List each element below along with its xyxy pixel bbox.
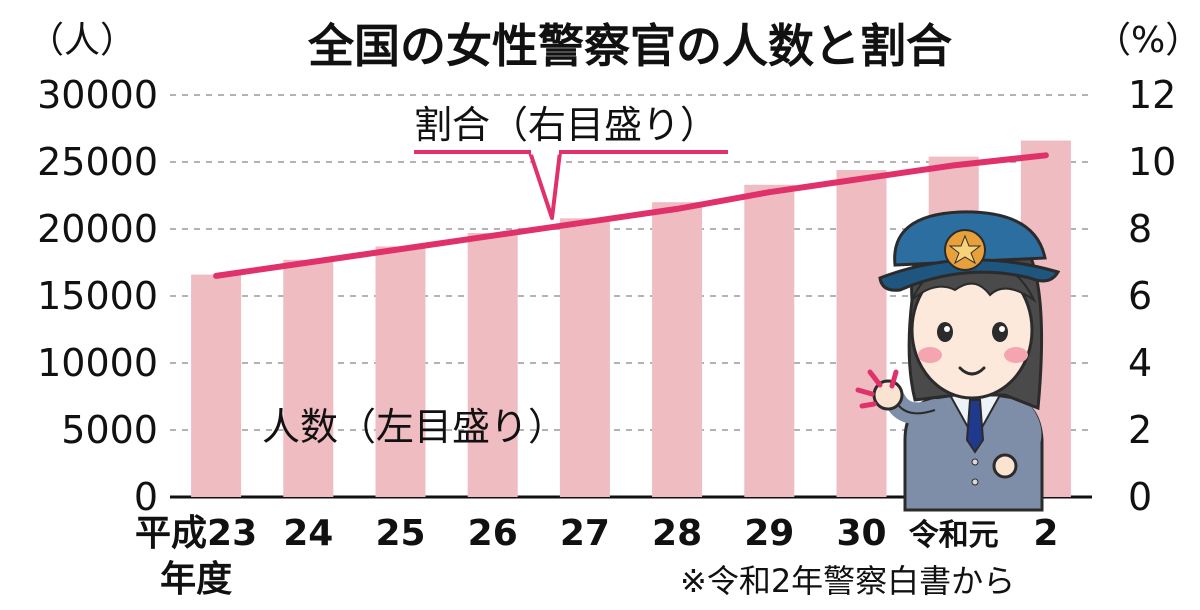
count-bar [467, 233, 518, 497]
right-tick-label: 10 [1128, 140, 1176, 184]
category-label: 平成23 [135, 513, 257, 554]
ratio-annotation-label: 割合（右目盛り） [414, 103, 718, 147]
right-tick-label: 4 [1128, 341, 1152, 385]
count-bar [652, 202, 703, 497]
right-axis-unit: （%） [1095, 20, 1200, 61]
ratio-series [213, 152, 1049, 279]
left-tick-label: 25000 [37, 140, 158, 184]
category-label: 年度 [160, 559, 232, 600]
right-tick-label: 2 [1128, 408, 1152, 452]
count-bar [283, 259, 334, 497]
category-label: 26 [468, 513, 518, 554]
chart-title: 全国の女性警察官の人数と割合 [307, 19, 952, 73]
category-label: 2 [1033, 513, 1058, 554]
right-tick-label: 12 [1128, 73, 1176, 117]
right-tick-label: 0 [1128, 475, 1152, 519]
category-label: 25 [375, 513, 425, 554]
count-annotation-label: 人数（左目盛り） [262, 405, 566, 449]
category-labels: 平成23 年度 24 25 26 27 28 29 30 令和元 2 [135, 513, 1058, 600]
ratio-annotation-pointer [528, 150, 562, 220]
category-label: 28 [652, 513, 702, 554]
count-bar [836, 170, 887, 498]
count-bar [191, 274, 242, 497]
ratio-annotation: 割合（右目盛り） [414, 103, 728, 220]
left-tick-label: 20000 [37, 207, 158, 251]
left-tick-label: 10000 [37, 341, 158, 385]
source-note: ※令和2年警察白書から [680, 562, 1015, 600]
ratio-line [213, 152, 1049, 279]
right-tick-label: 8 [1128, 207, 1152, 251]
count-bar [375, 246, 426, 497]
category-label: 27 [560, 513, 610, 554]
count-bar [559, 218, 610, 497]
count-bars [191, 140, 1071, 498]
category-label: 29 [744, 513, 794, 554]
left-axis-ticks: 0 5000 10000 15000 20000 25000 30000 [37, 73, 158, 519]
left-tick-label: 5000 [61, 408, 158, 452]
left-axis-unit: （人） [28, 20, 136, 61]
category-label: 24 [283, 513, 333, 554]
right-tick-label: 6 [1128, 274, 1152, 318]
left-tick-label: 30000 [37, 73, 158, 117]
right-axis-ticks: 0 2 4 6 8 10 12 [1128, 73, 1176, 519]
count-bar [744, 184, 795, 497]
category-label: 令和元 [909, 518, 999, 553]
left-tick-label: 15000 [37, 274, 158, 318]
category-label: 30 [836, 513, 886, 554]
left-tick-label: 0 [134, 475, 158, 519]
police-officer-illustration [855, 210, 1061, 512]
